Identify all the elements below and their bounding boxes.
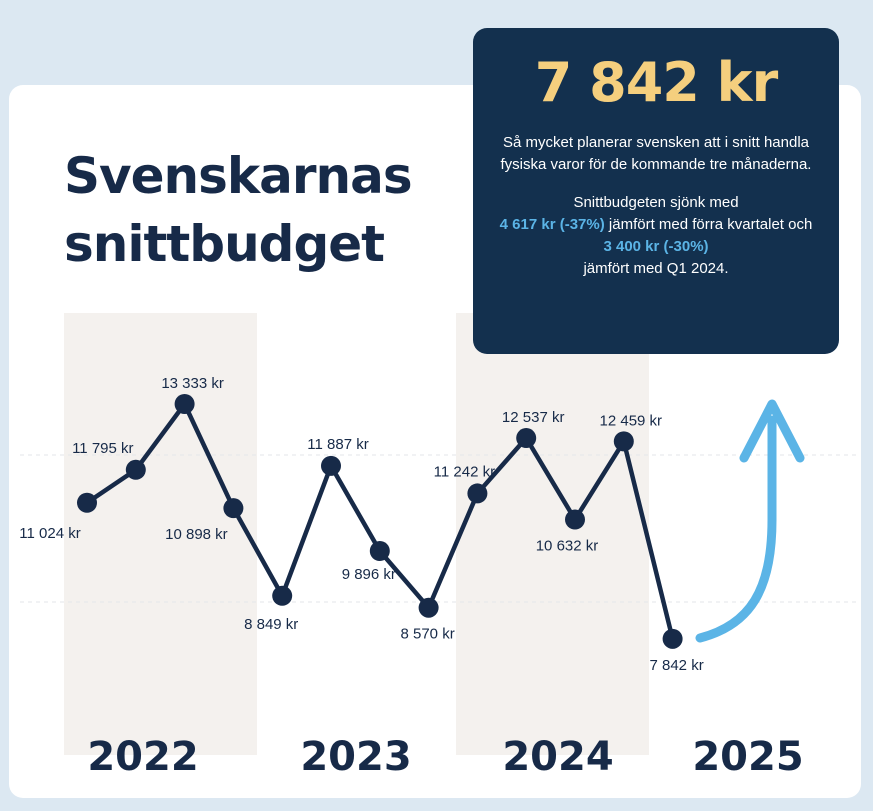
data-label-12: 7 842 kr — [649, 657, 703, 674]
data-point-3 — [223, 498, 244, 519]
data-label-7: 8 570 kr — [400, 626, 454, 643]
page-title: Svenskarnas snittbudget — [64, 142, 413, 278]
year-band-2022 — [64, 313, 257, 755]
data-points — [77, 394, 683, 649]
data-label-2: 13 333 kr — [161, 375, 224, 392]
data-point-9 — [516, 428, 537, 449]
data-labels: 11 024 kr 11 795 kr 13 333 kr 10 898 kr 8 84… — [19, 375, 703, 674]
year-band-2024 — [456, 313, 649, 755]
title-line-1: Svenskarnas — [64, 147, 413, 205]
data-point-4 — [272, 585, 293, 606]
callout-text-a: Snittbudgeten sjönk med — [573, 194, 739, 211]
callout-text-b: jämfört med förra kvartalet och — [608, 216, 813, 233]
data-label-11: 12 459 kr — [600, 412, 663, 429]
data-label-3: 10 898 kr — [165, 526, 228, 543]
arrow-head — [739, 399, 805, 463]
data-label-4: 8 849 kr — [244, 616, 298, 633]
data-point-12 — [662, 628, 683, 649]
data-label-6: 9 896 kr — [342, 566, 396, 583]
data-label-1: 11 795 kr — [72, 440, 133, 457]
data-label-9: 12 537 kr — [502, 409, 565, 426]
callout-text-1: Så mycket planerar svensken att i snitt … — [497, 132, 815, 176]
year-label-2022: 2022 — [87, 734, 198, 780]
callout-sentence-1: Så mycket planerar svensken att i snitt … — [500, 134, 812, 173]
data-point-1 — [125, 459, 146, 480]
data-point-5 — [321, 455, 341, 476]
summary-callout: 7 842 kr Så mycket planerar svensken att… — [473, 28, 839, 354]
data-point-2 — [174, 394, 195, 414]
data-label-10: 10 632 kr — [536, 538, 599, 555]
year-labels: 2022 2023 2024 2025 — [87, 734, 803, 780]
data-point-8 — [467, 483, 488, 504]
data-point-6 — [369, 541, 390, 562]
year-label-2023: 2023 — [300, 734, 411, 780]
title-line-2: snittbudget — [64, 215, 385, 273]
callout-text-2: Snittbudgeten sjönk med 4 617 kr (-37%) j… — [497, 192, 815, 280]
year-label-2025: 2025 — [692, 734, 803, 780]
budget-value: 7 842 kr — [534, 51, 778, 114]
data-label-0: 11 024 kr — [19, 525, 80, 542]
year-label-2024: 2024 — [502, 734, 613, 780]
data-point-11 — [613, 431, 634, 452]
data-point-10 — [565, 509, 585, 530]
data-point-7 — [418, 597, 439, 618]
up-arrow-icon — [695, 399, 805, 643]
callout-text-c: jämfört med Q1 2024. — [583, 260, 729, 277]
gridlines — [20, 454, 860, 603]
data-label-5: 11 887 kr — [307, 436, 368, 453]
highlight-quarter-change: 4 617 kr (-37%) — [499, 216, 605, 233]
highlight-year-change: 3 400 kr (-30%) — [603, 238, 709, 255]
data-point-0 — [77, 492, 97, 513]
arrow-shaft — [695, 415, 777, 643]
data-label-8: 11 242 kr — [434, 463, 495, 480]
year-bands — [64, 313, 649, 755]
